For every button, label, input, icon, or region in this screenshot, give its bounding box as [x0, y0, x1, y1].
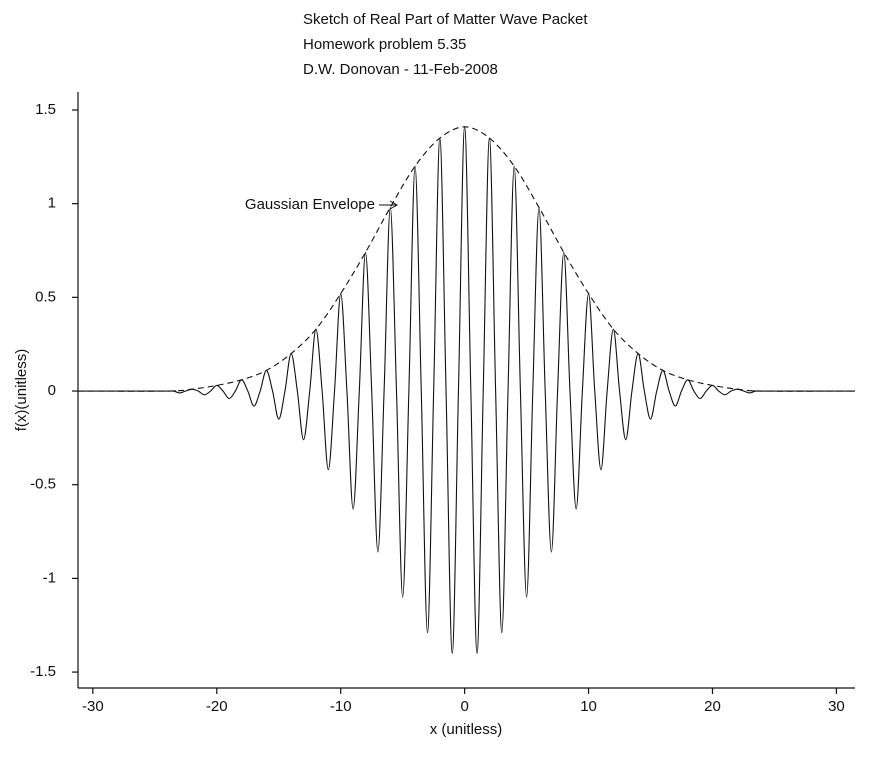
x-tick-label: -20: [206, 698, 228, 715]
chart-title: Sketch of Real Part of Matter Wave Packe…: [303, 11, 588, 28]
x-tick-label: -10: [330, 698, 352, 715]
y-tick-label: 0: [48, 382, 56, 399]
y-tick-label: -1: [43, 569, 56, 586]
x-tick-label: -30: [82, 698, 104, 715]
annotation-arrowhead: [389, 200, 399, 210]
y-tick-label: 0.5: [35, 288, 56, 305]
chart-title: D.W. Donovan - 11-Feb-2008: [303, 61, 498, 78]
y-tick-label: 1.5: [35, 101, 56, 118]
x-tick-label: 10: [580, 698, 597, 715]
annotation: Gaussian Envelope: [245, 196, 375, 213]
x-axis-label: x (unitless): [430, 721, 503, 738]
y-tick-label: -0.5: [30, 476, 56, 493]
x-tick-label: 30: [828, 698, 845, 715]
data-line: [77, 126, 856, 392]
y-tick-label: 1: [48, 195, 56, 212]
y-tick-label: -1.5: [30, 663, 56, 680]
y-axis-label: f(x)(unitless): [13, 349, 30, 432]
data-line: [78, 126, 855, 654]
x-tick-label: 20: [704, 698, 721, 715]
x-tick-label: 0: [460, 698, 468, 715]
chart-title: Homework problem 5.35: [303, 36, 466, 53]
